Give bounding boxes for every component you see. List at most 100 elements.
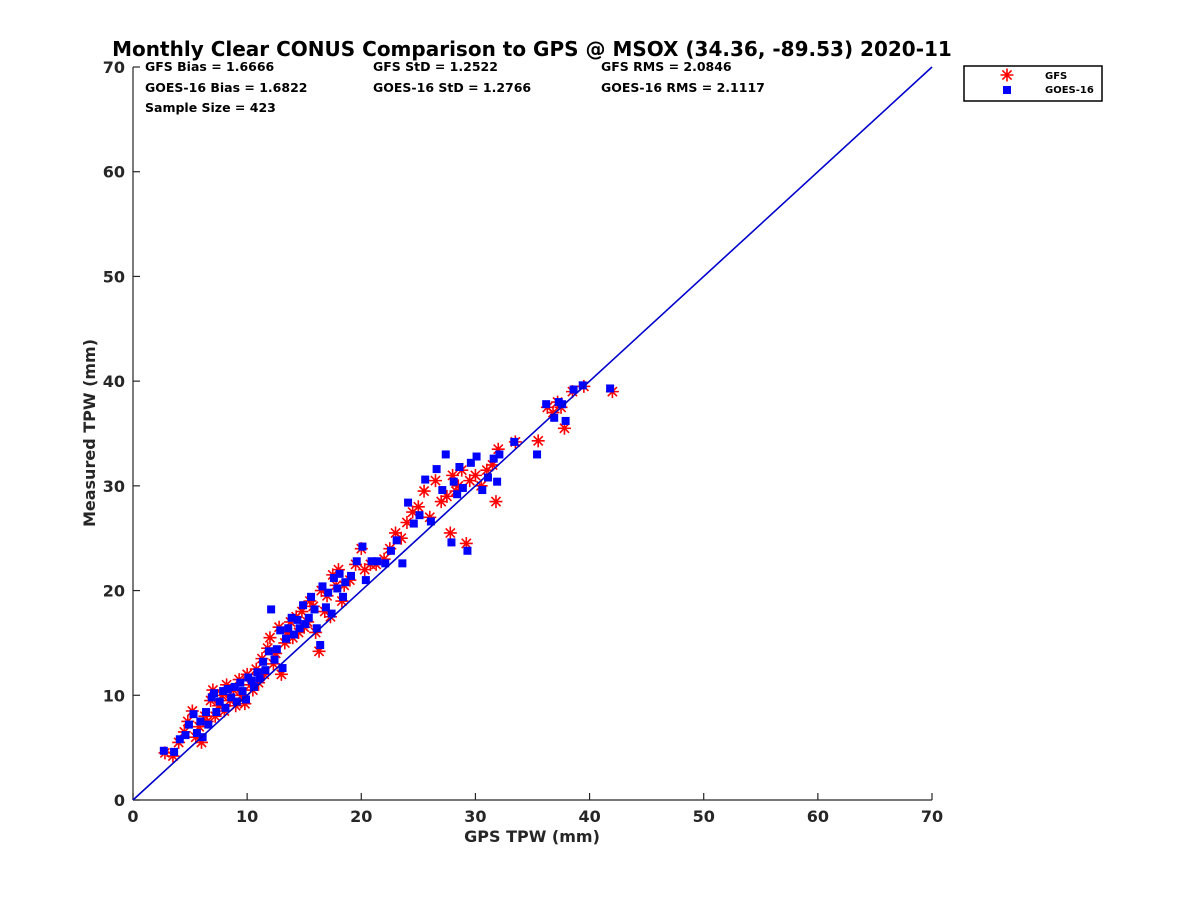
gfs-point [440,489,454,503]
goes-16-point [495,450,504,459]
gfs-point [406,505,420,519]
goes-16-point [175,735,184,744]
goes-std-text: GOES-16 StD = 1.2766 [373,80,531,95]
goes-16-point [204,720,213,729]
goes-16-point [281,634,290,643]
gfs-point [263,631,277,645]
goes-16-point [272,645,281,654]
y-tick-label: 40 [103,372,125,391]
chart-title: Monthly Clear CONUS Comparison to GPS @ … [112,37,952,61]
stats-block: GFS Bias = 1.6666 GOES-16 Bias = 1.6822 … [145,59,765,115]
goes-16-point [392,536,401,545]
gfs-point [480,463,494,477]
x-tick-label: 10 [236,807,258,826]
goes-16-point [189,710,198,719]
goes-16-point [307,592,316,601]
y-tick-label: 0 [114,791,125,810]
legend-gfs-asterisk-mark [1000,68,1014,82]
goes-16-point [159,746,168,755]
goes-16-point [284,624,293,633]
gfs-point [269,646,283,660]
goes-16-point [489,454,498,463]
goes-16-point [304,613,313,622]
goes-16-point [561,416,570,425]
y-tick-label: 70 [103,58,125,77]
y-tick-label: 50 [103,267,125,286]
gfs-point [274,667,288,681]
y-tick-label: 60 [103,163,125,182]
goes-16-point [221,703,230,712]
y-ticks: 0 10 20 30 40 50 60 70 [103,58,140,810]
gfs-point [335,594,349,608]
goes-16-point [463,546,472,555]
goes-16-point [230,682,239,691]
gfs-point [463,474,477,488]
gfs-point [434,495,448,509]
gfs-point [428,474,442,488]
x-tick-label: 30 [464,807,486,826]
gfs-point [220,678,234,692]
goes-16-point [404,498,413,507]
goes-16-point [267,605,276,614]
goes-16-point [242,695,251,704]
x-tick-label: 50 [693,807,715,826]
gfs-point [468,468,482,482]
gfs-point [252,676,266,690]
y-tick-label: 10 [103,686,125,705]
goes-16-point [339,592,348,601]
goes-16-point [458,483,467,492]
legend[interactable]: GFS GOES-16 [963,65,1103,102]
gfs-point [266,657,280,671]
goes-16-point [223,685,232,694]
goes-16-point [310,605,319,614]
gfs-point [411,500,425,514]
goes-16-point [438,486,447,495]
gfs-std-text: GFS StD = 1.2522 [373,59,498,74]
gfs-point [257,667,271,681]
gfs-point [234,688,248,702]
goes-16-point [192,728,201,737]
goes-16-point [259,657,268,666]
goes-16-point [483,473,492,482]
goes-16-point [361,576,370,585]
gfs-point [215,688,229,702]
gfs-point [491,442,505,456]
goes-16-point [321,603,330,612]
goes-16-point [426,517,435,526]
x-axis-label: GPS TPW (mm) [464,827,600,846]
goes-rms-text: GOES-16 RMS = 2.1117 [601,80,765,95]
goes-16-point [196,717,205,726]
gfs-point [192,720,206,734]
gfs-point [166,749,180,763]
goes-16-point [253,668,262,677]
goes-16-point [432,465,441,474]
legend-gfs-label: GFS [1045,71,1067,82]
goes-16-point [316,641,325,650]
y-tick-label: 20 [103,582,125,601]
goes-16-point [255,674,264,683]
goes-16-point [510,437,519,446]
goes-16-point [453,490,462,499]
goes-16-point [386,546,395,555]
gfs-point [238,697,252,711]
goes-16-point [227,693,236,702]
goes-16-point [550,413,559,422]
goes-16-point [212,708,221,717]
y-axis-label: Measured TPW (mm) [80,339,99,527]
gfs-point [423,510,437,524]
goes-16-point [347,571,356,580]
goes-16-point [441,450,450,459]
goes-16-point [210,689,219,698]
gfs-point [358,563,372,577]
goes-16-point [299,601,308,610]
gfs-point [284,615,298,629]
goes-16-point [170,747,179,756]
goes-16-point [324,588,333,597]
x-tick-label: 40 [578,807,600,826]
goes-16-point [367,557,376,566]
gfs-point [303,594,317,608]
gfs-point [292,625,306,639]
goes-16-point [333,584,342,593]
gfs-point [394,531,408,545]
